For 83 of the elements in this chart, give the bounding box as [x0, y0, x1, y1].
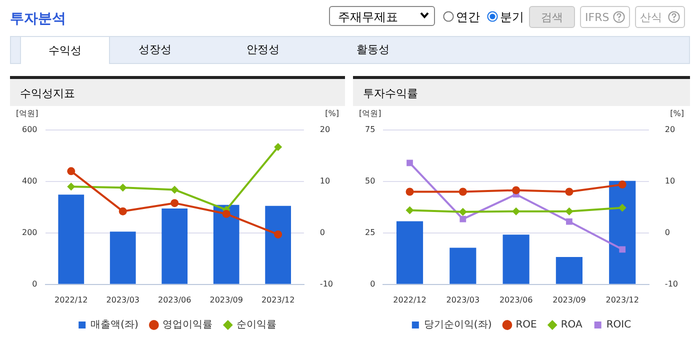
bar: [213, 204, 240, 284]
y-tick-label: 50: [364, 176, 376, 186]
point: [619, 246, 626, 253]
bar: [502, 234, 530, 284]
legend-label: 영업이익률: [162, 320, 212, 331]
y2-tick-label: -10: [320, 279, 334, 288]
legend-label: ROIC: [606, 320, 632, 331]
point: [460, 216, 466, 222]
y-tick-label: 25: [364, 228, 376, 238]
x-tick-label: 2023/03: [446, 295, 480, 304]
point: [118, 184, 127, 192]
x-tick-label: 2023/09: [210, 295, 243, 304]
x-tick-label: 2022/12: [54, 295, 88, 304]
point: [458, 188, 467, 196]
legend-label: 매출액(좌): [90, 320, 138, 331]
y-tick-label: 75: [364, 125, 376, 134]
point: [618, 204, 626, 212]
point: [565, 188, 574, 196]
point: [170, 186, 179, 194]
x-tick-label: 2022/12: [393, 295, 426, 304]
point: [565, 207, 574, 216]
point: [406, 188, 414, 196]
y2-tick-label: 20: [320, 125, 330, 134]
x-tick-label: 2023/06: [499, 295, 533, 304]
text: 분기: [500, 9, 524, 26]
text: 안정성: [246, 42, 280, 58]
y-tick-label: 600: [22, 125, 38, 134]
x-tick-label: 2023/09: [552, 295, 586, 304]
point: [458, 208, 467, 216]
point: [67, 167, 76, 176]
point: [406, 206, 414, 214]
y2-axis-title: [%]: [670, 109, 684, 118]
x-tick-label: 2023/03: [106, 295, 140, 304]
y-tick-label: 200: [22, 228, 38, 238]
bar: [450, 248, 476, 284]
chart-title: 투자수익률: [353, 76, 690, 106]
text: 산식: [635, 6, 685, 28]
point: [222, 210, 230, 218]
y-axis-title: [억원]: [16, 109, 38, 118]
x-tick-label: 2023/12: [606, 295, 639, 304]
text: 주재무제표: [329, 6, 435, 26]
y2-tick-label: 10: [320, 176, 330, 186]
y2-tick-label: -10: [664, 279, 678, 288]
y-tick-label: 400: [22, 176, 38, 186]
bar: [162, 208, 188, 284]
y-axis-title: [억원]: [359, 109, 382, 118]
point: [274, 230, 282, 238]
text: 검색: [529, 6, 575, 28]
y2-tick-label: 10: [664, 176, 676, 186]
text: IFRS: [580, 6, 630, 28]
legend-label: ROE: [516, 320, 537, 331]
point: [406, 160, 413, 166]
text: 수익성: [20, 36, 110, 64]
text: 투자분석: [10, 10, 66, 28]
point: [618, 180, 626, 189]
y-tick-label: 0: [32, 279, 38, 288]
x-tick-label: 2023/06: [158, 295, 192, 304]
bar: [58, 194, 84, 284]
point: [274, 142, 282, 151]
text: 성장성: [138, 42, 172, 58]
legend-label: 당기순이익(좌): [424, 320, 492, 331]
y2-tick-label: 0: [320, 228, 326, 238]
point: [67, 182, 76, 191]
point: [170, 199, 179, 208]
text: 연간: [456, 9, 480, 26]
legend-label: ROA: [560, 320, 582, 331]
bar: [556, 257, 582, 284]
y2-tick-label: 20: [664, 125, 676, 134]
chart-title: 수익성지표: [10, 76, 345, 106]
y2-tick-label: 0: [664, 228, 670, 238]
point: [512, 186, 520, 194]
bar: [265, 206, 291, 284]
bar: [110, 232, 136, 284]
legend-label: 순이익률: [236, 320, 276, 331]
bar: [609, 180, 636, 284]
y2-axis-title: [%]: [325, 109, 339, 118]
bar: [396, 221, 424, 284]
y-tick-label: 0: [370, 279, 376, 288]
point: [566, 218, 572, 225]
point: [118, 207, 127, 216]
point: [512, 207, 520, 216]
x-tick-label: 2023/12: [261, 295, 295, 304]
text: 활동성: [356, 42, 390, 58]
